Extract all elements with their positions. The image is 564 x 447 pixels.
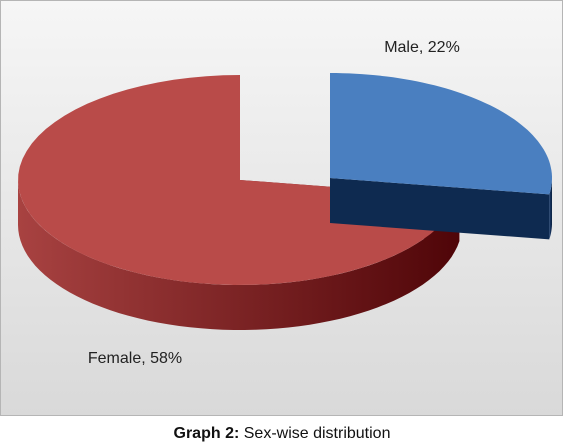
data-label: Female, 58% xyxy=(88,350,182,367)
caption-label: Graph 2: xyxy=(173,425,240,442)
slice-wall xyxy=(330,178,550,240)
caption-text: Sex-wise distribution xyxy=(243,425,391,442)
caption: Graph 2: Sex-wise distribution xyxy=(0,425,564,443)
slice-side xyxy=(549,178,552,240)
chart: Male, 22% Female, 58% xyxy=(0,0,563,416)
slice xyxy=(330,73,552,195)
data-label: Male, 22% xyxy=(384,39,460,56)
slice xyxy=(18,75,460,285)
slice-side xyxy=(18,180,460,330)
pie xyxy=(18,73,552,330)
